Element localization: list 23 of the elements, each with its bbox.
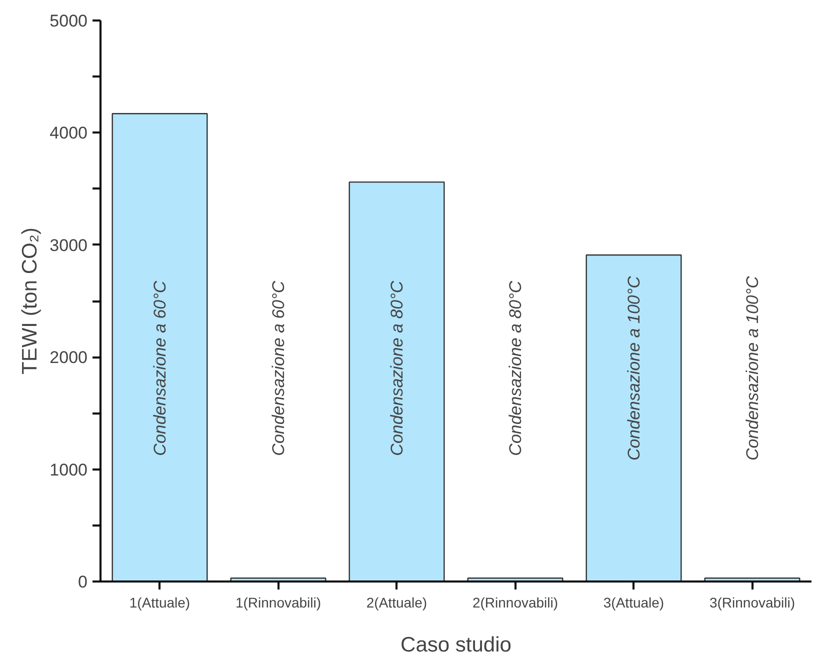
bar	[586, 254, 682, 582]
annotation: Condensazione a 80°C	[387, 280, 406, 456]
x-tick-label: 1(Attuale)	[129, 594, 190, 610]
x-tick-label: 3(Rinnovabili)	[709, 594, 796, 610]
y-tick-label: 4000	[50, 124, 88, 143]
y-tick-label: 0	[78, 572, 88, 592]
x-tick-label: 2(Rinnovabili)	[472, 594, 558, 610]
y-tick-label: 3000	[50, 236, 88, 255]
y-tick-label: 1000	[50, 460, 88, 480]
annotation: Condensazione a 60°C	[150, 280, 170, 456]
annotation: Condensazione a 80°C	[506, 280, 525, 456]
x-tick-label: 2(Attuale)	[366, 594, 428, 610]
x-axis-title: Caso studio	[400, 634, 512, 656]
y-tick-label: 2000	[50, 348, 88, 368]
y-axis-title: TEWI (ton CO₂)	[18, 227, 42, 374]
bar	[348, 181, 445, 582]
y-tick-label: 5000	[50, 12, 88, 30]
bar	[112, 113, 208, 582]
x-tick-label: 1(Rinnovabili)	[235, 594, 322, 610]
annotation: Condensazione a 100°C	[624, 275, 644, 461]
annotation: Condensazione a 100°C	[742, 275, 762, 461]
x-tick-label: 3(Attuale)	[603, 594, 664, 610]
annotation: Condensazione a 60°C	[268, 280, 288, 456]
